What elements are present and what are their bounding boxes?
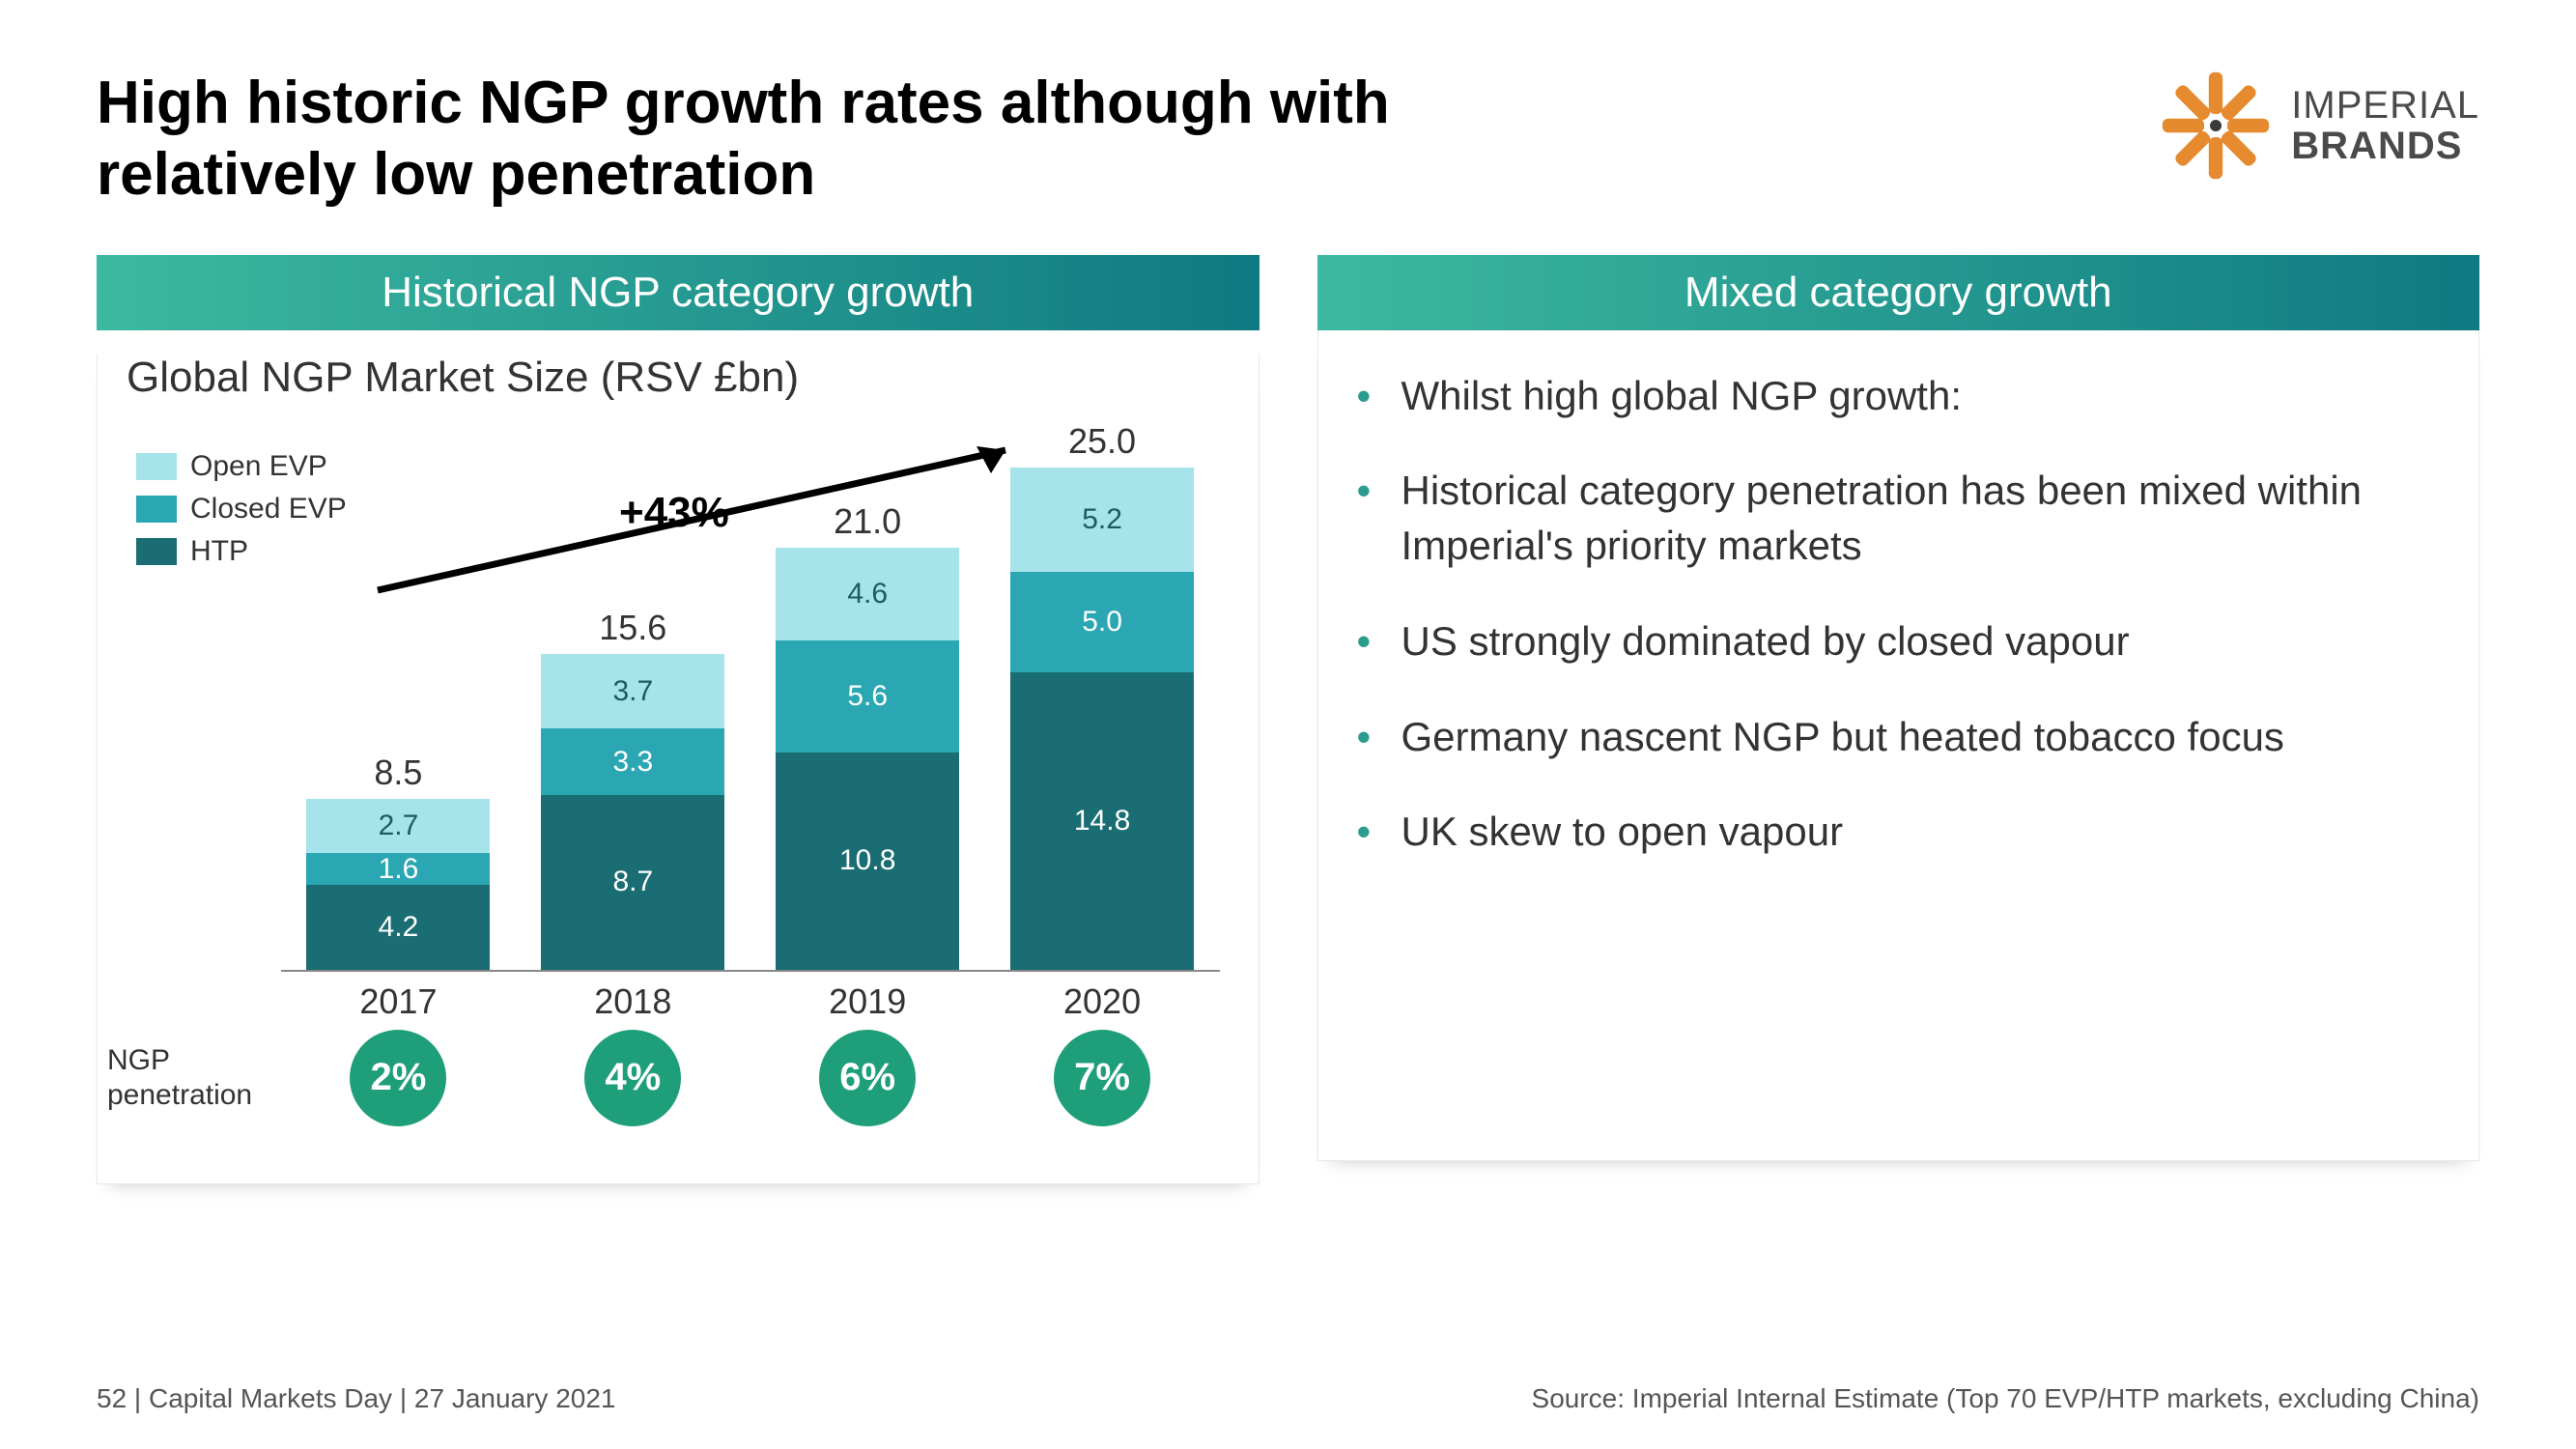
bar-segment-htp: 14.8	[1010, 672, 1194, 970]
stacked-bar-chart: Open EVP Closed EVP HTP +43% 8.54.21.62.…	[98, 412, 1259, 1126]
legend-swatch	[136, 496, 177, 523]
legend-swatch	[136, 453, 177, 480]
bar-column: 8.5 4.21.62.7	[301, 753, 495, 970]
footer-right: Source: Imperial Internal Estimate (Top …	[1532, 1383, 2479, 1414]
penetration-label: NGP penetration	[98, 1043, 281, 1113]
bullet-item: Germany nascent NGP but heated tobacco f…	[1357, 710, 2460, 765]
asterisk-icon	[2158, 68, 2274, 184]
bar-segment-open: 5.2	[1010, 468, 1194, 572]
bar-segment-closed: 3.3	[541, 728, 724, 795]
bullet-item: Historical category penetration has been…	[1357, 464, 2460, 573]
x-axis-label: 2019	[771, 981, 964, 1022]
brand-line2: BRANDS	[2291, 126, 2479, 166]
bar-total-label: 25.0	[1068, 421, 1136, 462]
x-axis-label: 2017	[301, 981, 495, 1022]
legend-label: HTP	[190, 535, 248, 568]
penetration-row: NGP penetration 2% 4% 6% 7%	[98, 1030, 1220, 1126]
bar-total-label: 8.5	[374, 753, 422, 793]
bar-column: 21.0 10.85.64.6	[771, 501, 964, 970]
bar-segment-htp: 4.2	[306, 885, 490, 969]
bar-segment-open: 3.7	[541, 654, 724, 728]
bar-stack: 14.85.05.2	[1010, 468, 1194, 970]
x-axis-label: 2018	[536, 981, 729, 1022]
bullet-item: UK skew to open vapour	[1357, 805, 2460, 860]
bar-segment-open: 4.6	[776, 548, 959, 640]
bullet-list: Whilst high global NGP growth: Historical…	[1318, 330, 2479, 860]
brand-logo: IMPERIAL BRANDS	[2158, 68, 2479, 184]
legend-swatch	[136, 538, 177, 565]
bar-column: 25.0 14.85.05.2	[1005, 421, 1199, 970]
brand-line1: IMPERIAL	[2291, 85, 2479, 126]
penetration-badge: 2%	[350, 1030, 446, 1126]
bar-stack: 8.73.33.7	[541, 654, 724, 970]
x-axis: 2017 2018 2019 2020	[281, 981, 1220, 1022]
penetration-badge: 7%	[1054, 1030, 1150, 1126]
left-section-header: Historical NGP category growth	[97, 255, 1260, 330]
footer-left: 52 | Capital Markets Day | 27 January 20…	[97, 1383, 616, 1414]
bar-segment-htp: 10.8	[776, 753, 959, 970]
bar-segment-open: 2.7	[306, 799, 490, 853]
bar-stack: 4.21.62.7	[306, 799, 490, 970]
bar-column: 15.6 8.73.33.7	[536, 608, 729, 970]
bar-total-label: 15.6	[599, 608, 666, 648]
bar-segment-closed: 1.6	[306, 853, 490, 885]
penetration-badge: 4%	[584, 1030, 681, 1126]
bullet-item: US strongly dominated by closed vapour	[1357, 614, 2460, 669]
penetration-badge: 6%	[819, 1030, 916, 1126]
page-title: High historic NGP growth rates although …	[97, 68, 1642, 212]
bar-stack: 10.85.64.6	[776, 548, 959, 970]
bullet-item: Whilst high global NGP growth:	[1357, 369, 2460, 424]
bar-segment-closed: 5.0	[1010, 572, 1194, 672]
bar-segment-closed: 5.6	[776, 640, 959, 753]
bar-segment-htp: 8.7	[541, 795, 724, 970]
brand-text: IMPERIAL BRANDS	[2291, 85, 2479, 166]
x-axis-label: 2020	[1005, 981, 1199, 1022]
bar-total-label: 21.0	[834, 501, 901, 542]
right-section-header: Mixed category growth	[1317, 255, 2480, 330]
chart-subtitle: Global NGP Market Size (RSV £bn)	[127, 354, 1259, 402]
